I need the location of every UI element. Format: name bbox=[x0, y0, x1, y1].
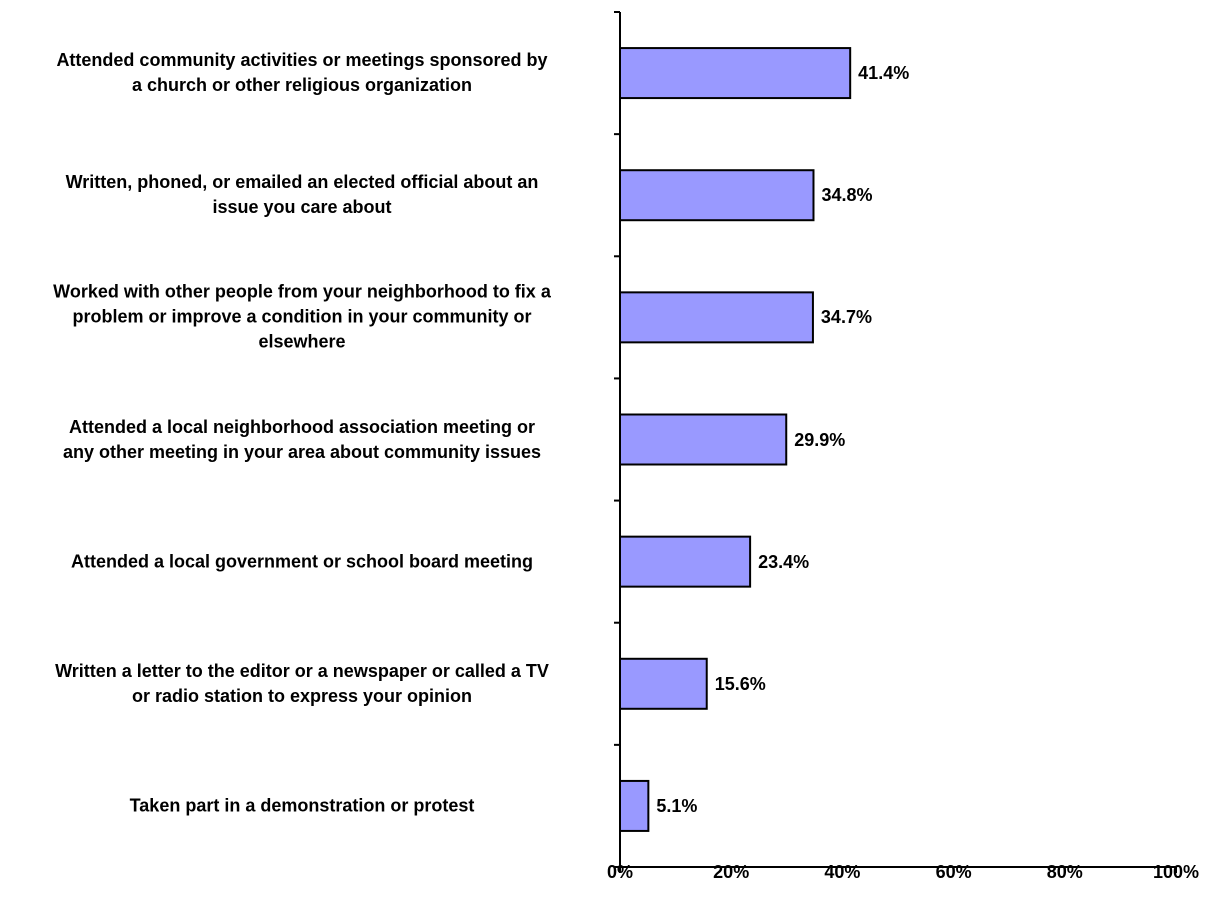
category-label-line: Written, phoned, or emailed an elected o… bbox=[65, 172, 539, 193]
category-label: Taken part in a demonstration or protest bbox=[0, 793, 605, 818]
category-label: Attended a local neighborhood associatio… bbox=[0, 415, 605, 465]
x-tick-label: 20% bbox=[713, 862, 750, 882]
category-label: Written a letter to the editor or a news… bbox=[0, 659, 605, 709]
data-label: 41.4% bbox=[858, 63, 910, 84]
x-tick-label: 0% bbox=[606, 862, 634, 882]
category-label-line: or radio station to express your opinion bbox=[131, 685, 473, 706]
category-label: Written, phoned, or emailed an elected o… bbox=[0, 170, 605, 220]
bar bbox=[619, 535, 752, 588]
category-label: Attended community activities or meeting… bbox=[0, 48, 605, 98]
x-tick-label: 40% bbox=[824, 862, 861, 882]
bar bbox=[619, 291, 814, 344]
x-tick-label: 60% bbox=[935, 862, 972, 882]
data-label: 29.9% bbox=[794, 429, 846, 450]
category-label-line: Taken part in a demonstration or protest bbox=[129, 795, 475, 816]
bar bbox=[619, 413, 788, 466]
category-label-line: issue you care about bbox=[212, 197, 392, 218]
bar bbox=[619, 779, 650, 832]
category-label: Attended a local government or school bo… bbox=[0, 549, 605, 574]
category-label-line: problem or improve a condition in your c… bbox=[72, 306, 532, 327]
category-label-line: a church or other religious organization bbox=[131, 75, 473, 96]
bar bbox=[619, 47, 852, 100]
x-tick-label: 100% bbox=[1152, 862, 1200, 882]
data-label: 15.6% bbox=[714, 673, 766, 694]
data-label: 34.8% bbox=[821, 185, 873, 206]
category-label-line: Worked with other people from your neigh… bbox=[53, 281, 551, 302]
category-label-line: elsewhere bbox=[258, 331, 346, 352]
data-label: 34.7% bbox=[820, 307, 872, 328]
category-label-line: Attended a local government or school bo… bbox=[70, 551, 534, 572]
data-label: 5.1% bbox=[656, 795, 698, 816]
bar bbox=[619, 169, 815, 222]
category-label-line: any other meeting in your area about com… bbox=[62, 441, 542, 462]
x-tick-label: 80% bbox=[1046, 862, 1083, 882]
category-label: Worked with other people from your neigh… bbox=[0, 280, 605, 355]
data-label: 23.4% bbox=[758, 551, 810, 572]
category-label-line: Written a letter to the editor or a news… bbox=[55, 660, 549, 681]
category-label-line: Attended community activities or meeting… bbox=[56, 50, 548, 71]
bar bbox=[619, 657, 708, 710]
category-label-line: Attended a local neighborhood associatio… bbox=[68, 416, 536, 437]
